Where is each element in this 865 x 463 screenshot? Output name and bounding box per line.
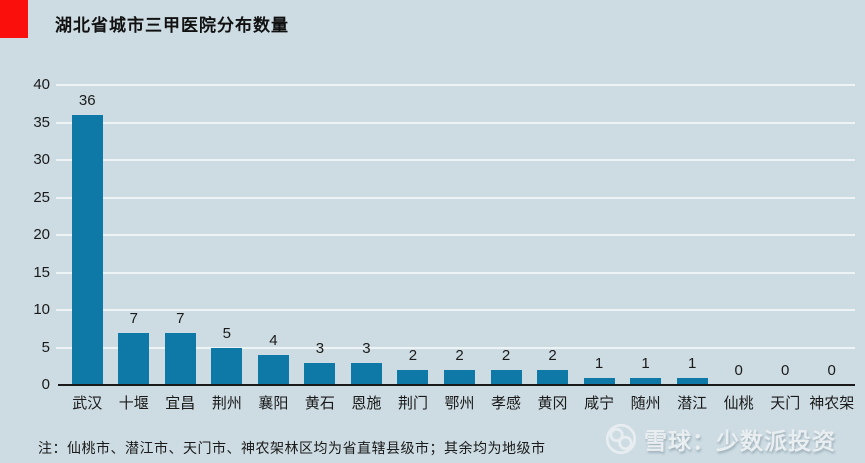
bar-value-label: 1: [687, 354, 697, 372]
xueqiu-logo-icon: [605, 423, 637, 455]
y-axis-tick-label: 30: [33, 151, 50, 168]
bar-value-label: 0: [734, 362, 743, 379]
title-accent-square: [0, 0, 28, 38]
gridline: [56, 159, 855, 161]
bar-value-label: 7: [176, 309, 185, 327]
bar: [118, 332, 150, 385]
x-axis-category-label: 宜昌: [165, 395, 196, 412]
bar-value-label: 2: [548, 347, 557, 364]
bar: [583, 377, 615, 385]
bar-value-label: 0: [827, 362, 836, 379]
y-axis-tick-label: 20: [33, 226, 50, 243]
x-axis-category-label: 黄冈: [537, 395, 568, 412]
x-axis-category-label: 仙桃: [723, 395, 754, 412]
y-axis-tick-label: 0: [41, 376, 50, 393]
gridline: [56, 121, 855, 124]
gridline: [56, 271, 855, 274]
bar-value-label: 1: [641, 354, 650, 372]
bar-value-label: 3: [315, 339, 325, 357]
gridline: [56, 309, 855, 311]
x-axis-category-label: 襄阳: [258, 395, 289, 412]
y-axis-tick-label: 5: [41, 338, 50, 356]
watermark: 雪球：少数派投资: [605, 422, 836, 456]
x-axis-category-label: 武汉: [72, 395, 103, 412]
x-axis-category-label: 荆州: [211, 395, 242, 412]
x-axis-category-label: 潜江: [677, 395, 708, 412]
gridline: [56, 196, 855, 199]
bar: [164, 332, 196, 385]
y-axis-tick-label: 35: [33, 113, 50, 131]
gridline: [56, 346, 855, 349]
bar-value-label: 2: [501, 347, 511, 364]
bar-value-label: 2: [408, 347, 418, 364]
y-axis-tick-label: 40: [33, 76, 50, 93]
x-axis-category-label: 随州: [630, 395, 661, 412]
bar-value-label: 2: [455, 347, 464, 364]
x-axis-category-label: 鄂州: [444, 395, 475, 412]
x-axis-category-label: 恩施: [351, 395, 382, 412]
x-axis-category-label: 神农架: [809, 395, 855, 412]
bar: [257, 355, 289, 385]
bar-value-label: 3: [362, 339, 371, 357]
bar: [490, 370, 522, 385]
x-axis-category-label: 咸宁: [584, 395, 615, 412]
x-axis-category-label: 孝感: [491, 395, 522, 412]
bar-value-label: 0: [781, 362, 790, 379]
bar-value-label: 4: [269, 332, 278, 349]
bar: [350, 362, 382, 385]
bar: [304, 362, 336, 385]
bar: [537, 370, 569, 385]
bar: [676, 377, 708, 385]
bar-value-label: 1: [594, 354, 604, 372]
y-axis-tick-label: 10: [33, 301, 50, 318]
watermark-text: 雪球：少数派投资: [644, 428, 836, 454]
y-axis-tick-label: 25: [33, 188, 50, 206]
gridline: [56, 234, 855, 236]
footnote: 注：仙桃市、潜江市、天门市、神农架林区均为省直辖县级市；其余均为地级市: [38, 440, 546, 456]
bar: [444, 370, 475, 385]
y-axis-tick-label: 15: [33, 263, 50, 281]
gridline: [56, 84, 855, 86]
bar: [630, 377, 662, 385]
x-axis-category-label: 荆门: [397, 395, 428, 412]
bar: [397, 370, 429, 385]
bar-value-label: 36: [78, 92, 96, 109]
bar-value-label: 7: [129, 309, 138, 327]
x-axis-category-label: 十堰: [118, 395, 149, 412]
x-axis-line: [58, 384, 855, 386]
x-axis-category-label: 黄石: [304, 395, 335, 412]
bar: [71, 115, 103, 385]
chart-title: 湖北省城市三甲医院分布数量: [55, 16, 289, 35]
x-axis-category-label: 天门: [770, 395, 801, 412]
bar-value-label: 5: [222, 324, 231, 342]
bar: [211, 347, 243, 385]
